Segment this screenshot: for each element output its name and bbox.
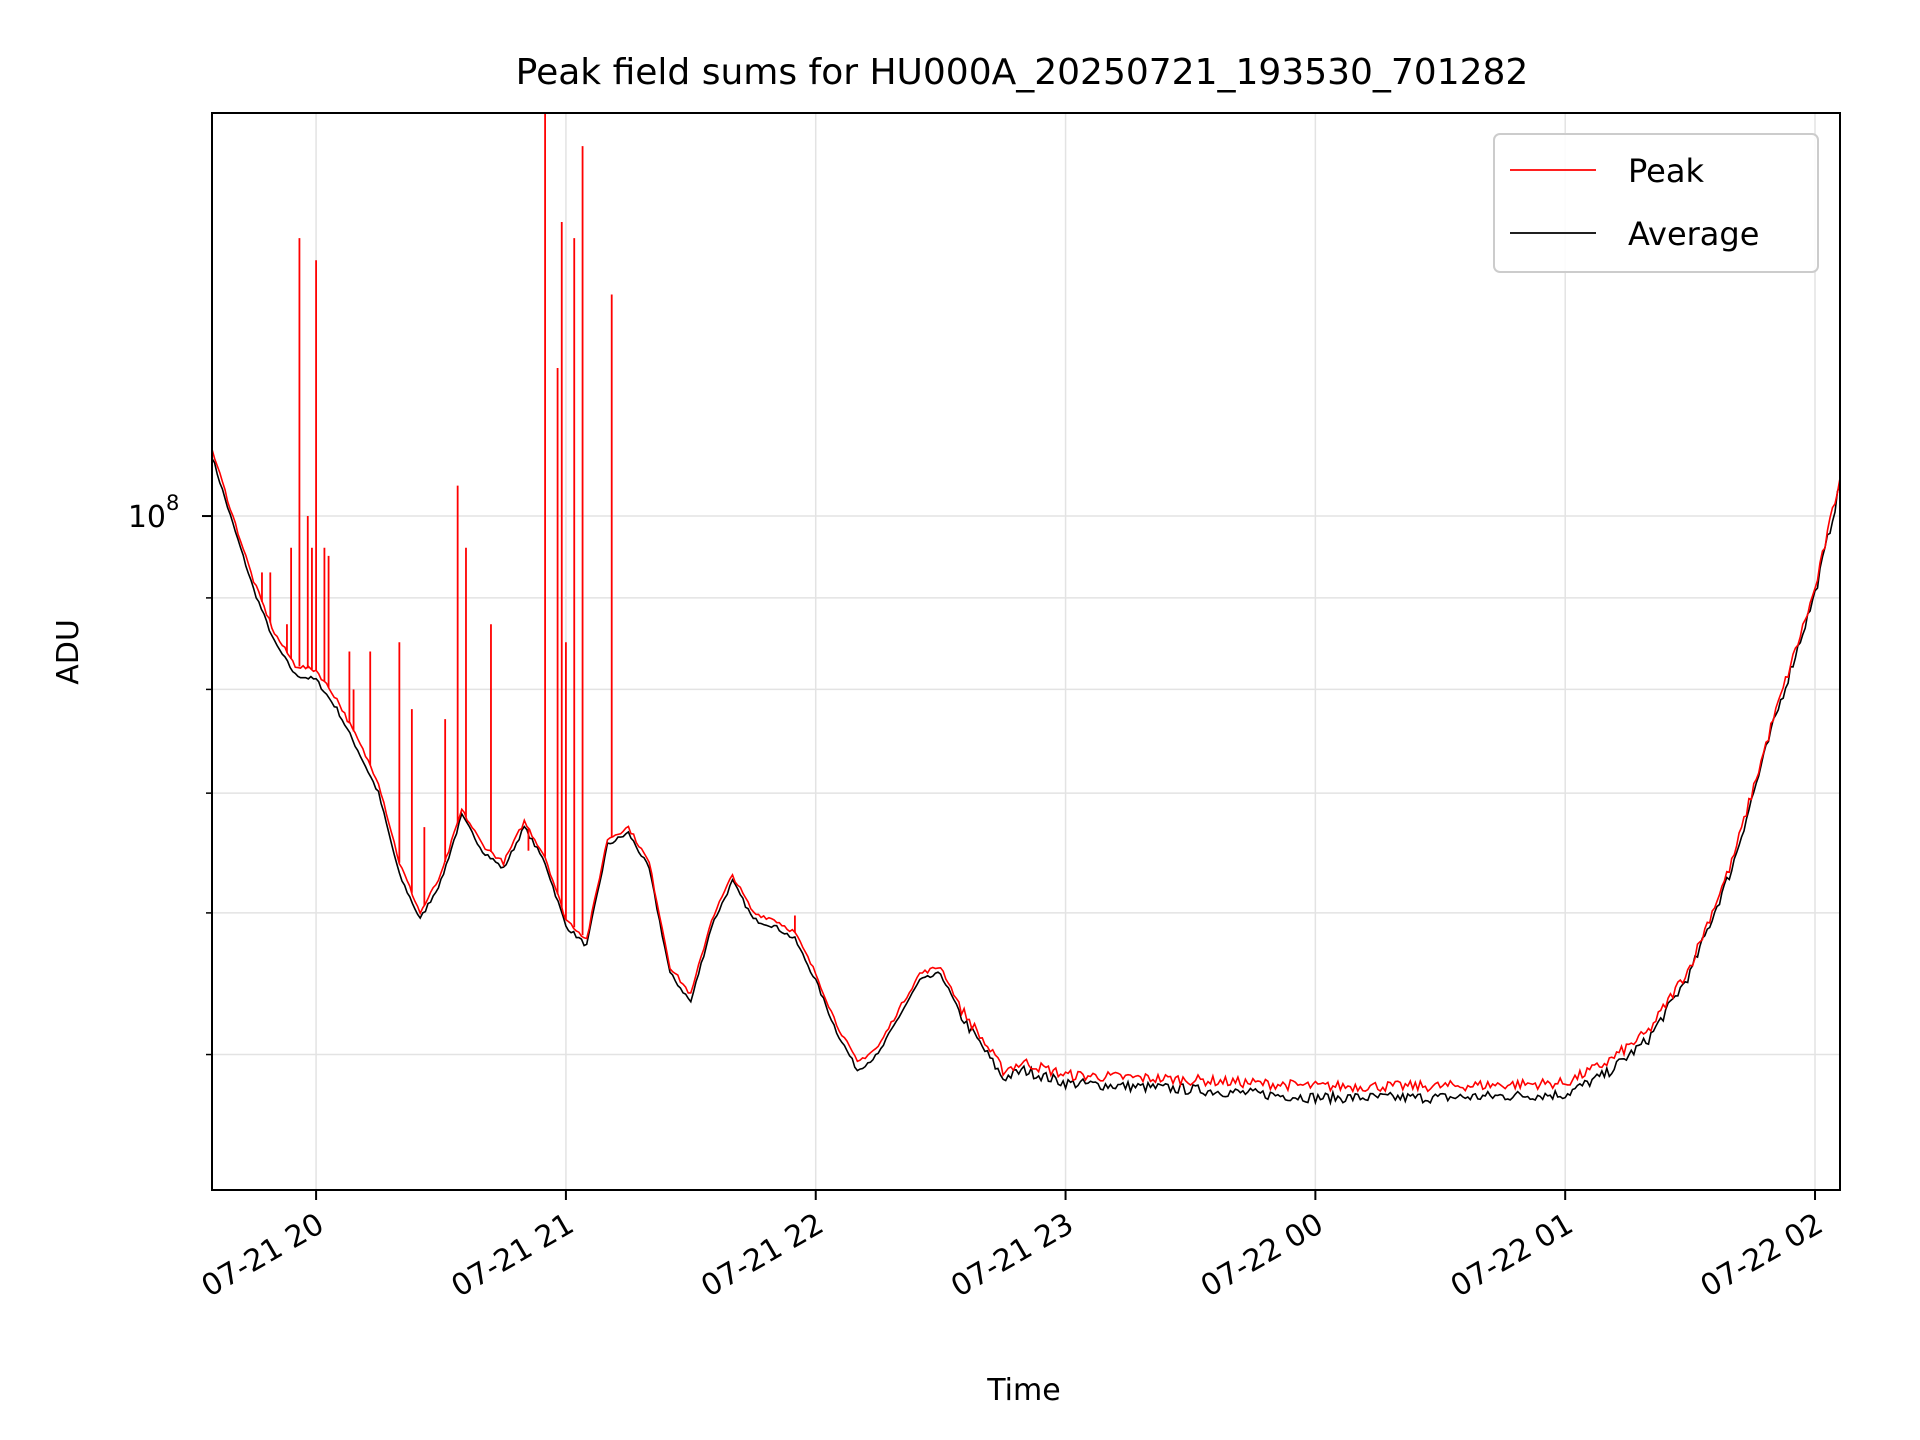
legend-box	[1493, 133, 1819, 273]
y-tick-label: 10	[128, 500, 166, 535]
series-line-peak	[211, 448, 1841, 1094]
series-layer	[211, 113, 1841, 1106]
legend: Peak Average	[1493, 133, 1819, 273]
y-tick-exponent: 8	[166, 491, 179, 515]
series-line-average	[211, 458, 1841, 1106]
x-axis-label: Time	[986, 1373, 1060, 1408]
legend-peak-label: Peak	[1628, 152, 1704, 190]
chart-title: Peak field sums for HU000A_20250721_1935…	[516, 52, 1529, 93]
plot-frame	[211, 112, 1841, 1191]
legend-average-label: Average	[1628, 215, 1759, 253]
y-axis-label: ADU	[51, 619, 86, 685]
y-axis: 10 8	[128, 491, 212, 1056]
